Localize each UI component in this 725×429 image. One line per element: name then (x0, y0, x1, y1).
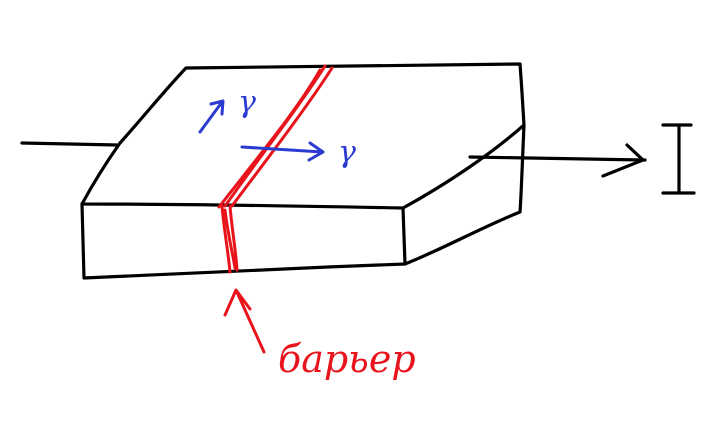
gamma-arrow-up (198, 99, 225, 134)
gamma-label-right: γ (338, 135, 356, 170)
slab-side-face (403, 123, 526, 266)
current-symbol (661, 123, 696, 195)
gamma-arrow-right (240, 141, 325, 162)
barrier-stripe (217, 64, 334, 209)
barrier-front (220, 204, 239, 274)
barrier-pointer-arrow (223, 288, 266, 354)
slab-top-face (80, 62, 526, 210)
output-wire-arrow (468, 143, 647, 178)
gamma-label-up: γ (238, 85, 256, 120)
barrier-label: барьер (278, 337, 416, 381)
slab-front-face (80, 202, 407, 280)
input-wire (20, 141, 119, 147)
